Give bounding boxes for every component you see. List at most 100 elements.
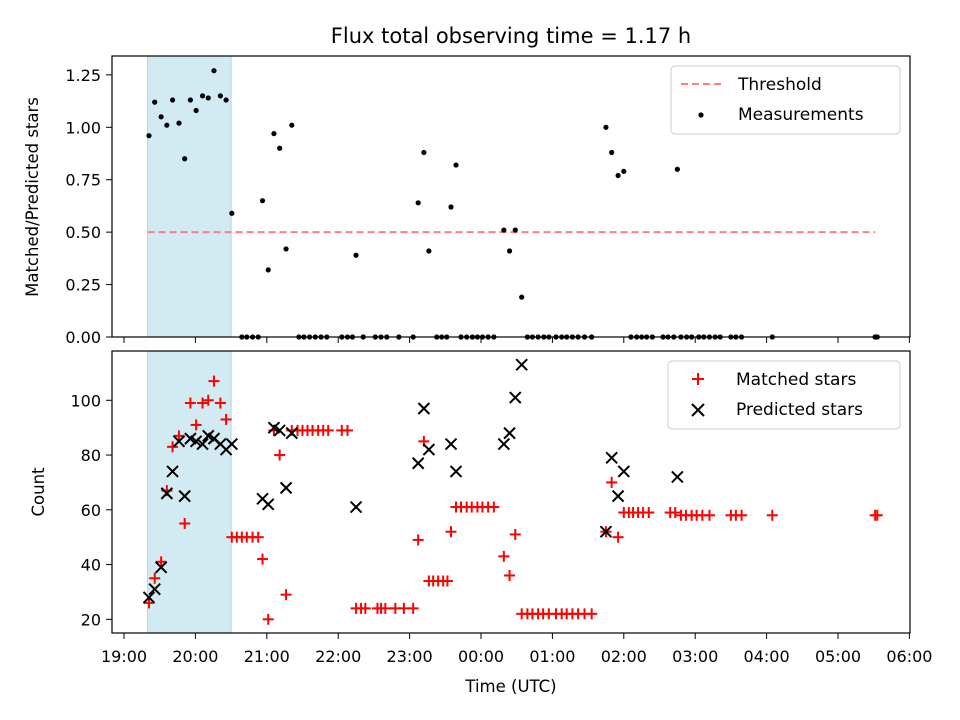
measurement-point [259,198,266,204]
measurement-point [176,120,182,126]
matched-point [173,430,185,442]
bottom-y-tick-label: 40 [81,556,101,575]
measurement-point [621,168,627,174]
predicted-point [225,437,239,451]
legend-matched-swatch [692,373,704,385]
bottom-y-tick-label: 80 [81,446,101,465]
measurement-point [193,107,199,114]
matched-point [736,509,748,521]
matched-point [214,397,226,409]
matched-point [504,570,516,582]
measurement-point [603,124,609,130]
x-tick-label: 03:00 [672,647,718,666]
measurement-point [277,145,283,151]
predicted-point [189,435,203,448]
matched-point [208,375,220,387]
matched-point [445,526,457,538]
predicted-point [417,402,431,415]
bottom-y-tick-label: 20 [81,610,101,629]
matched-point [407,602,419,614]
matched-point [871,509,883,521]
bottom-y-tick-label: 60 [81,501,101,520]
predicted-point [515,358,528,371]
measurement-point [501,227,507,233]
predicted-point [422,443,436,456]
top-y-tick-label: 1.00 [65,118,101,137]
measurement-point [223,97,229,103]
measurement-point [265,267,271,273]
measurement-point [519,294,525,300]
measurement-point [353,252,359,258]
predicted-point [166,465,179,478]
predicted-point [154,561,168,574]
predicted-point [503,426,516,440]
x-tick-label: 23:00 [387,647,433,666]
measurement-point [426,248,432,254]
measurement-point [271,130,277,137]
bottom-panel: 19:00 20:00 21:00 22:00 23:00 00:00 01:00 02:00… [29,350,932,696]
predicted-point [279,481,293,495]
matched-point [143,597,155,609]
measurement-point [205,95,211,101]
matched-point [488,501,500,513]
measurement-point [615,172,621,179]
matched-point [197,397,209,409]
top-y-tick-label: 0.75 [65,171,101,190]
predicted-point [509,391,522,404]
legend-threshold-label: Threshold [737,75,822,95]
measurement-point [211,68,217,74]
matched-point [606,476,618,488]
measurement-point [421,149,427,156]
measurement-point [158,114,164,120]
x-tick-label: 00:00 [458,647,504,666]
legend-matched-label: Matched stars [736,370,856,390]
matched-point [412,534,424,546]
matched-point [179,517,191,529]
predicted-point [671,470,684,484]
predicted-point [449,465,463,478]
matched-point [379,602,391,614]
matched-point [280,589,292,601]
predicted-point [160,487,174,500]
bottom-legend-box [667,360,901,430]
predicted-point [605,451,618,464]
measurement-point [217,93,223,99]
matched-point [220,413,232,425]
matched-point [398,602,410,614]
top-ylabel: Matched/Predicted stars [23,97,42,297]
predicted-point [178,489,191,503]
predicted-point [142,591,156,604]
matched-point [252,531,264,543]
measurement-point [229,210,235,216]
matched-point [509,528,521,540]
matched-point [202,394,214,406]
matched-point [766,509,778,521]
measurement-point [182,156,188,162]
matched-point [322,424,334,436]
matched-point [669,507,681,519]
bottom-ylabel: Count [29,467,48,517]
matched-point [155,556,167,568]
predicted-point [196,437,209,451]
predicted-point [611,489,625,503]
predicted-point [273,424,286,437]
matched-point [167,441,179,453]
top-shaded-interval [147,55,232,338]
measurement-point [609,149,615,156]
top-y-tick-label: 0.00 [65,328,101,347]
bottom-plot-frame [111,350,911,634]
predicted-point [411,457,425,470]
legend-measurements-label: Measurements [738,105,864,125]
measurement-point [164,122,170,128]
predicted-point [349,500,363,514]
predicted-point [497,437,511,451]
x-tick-label: 04:00 [744,647,790,666]
x-tick-label: 21:00 [244,647,290,666]
matched-point [612,531,624,543]
predicted-point [148,582,161,596]
top-legend: Threshold Measurements [670,65,901,135]
matched-point [274,449,286,461]
measurement-point [169,97,176,103]
predicted-point [617,465,631,478]
